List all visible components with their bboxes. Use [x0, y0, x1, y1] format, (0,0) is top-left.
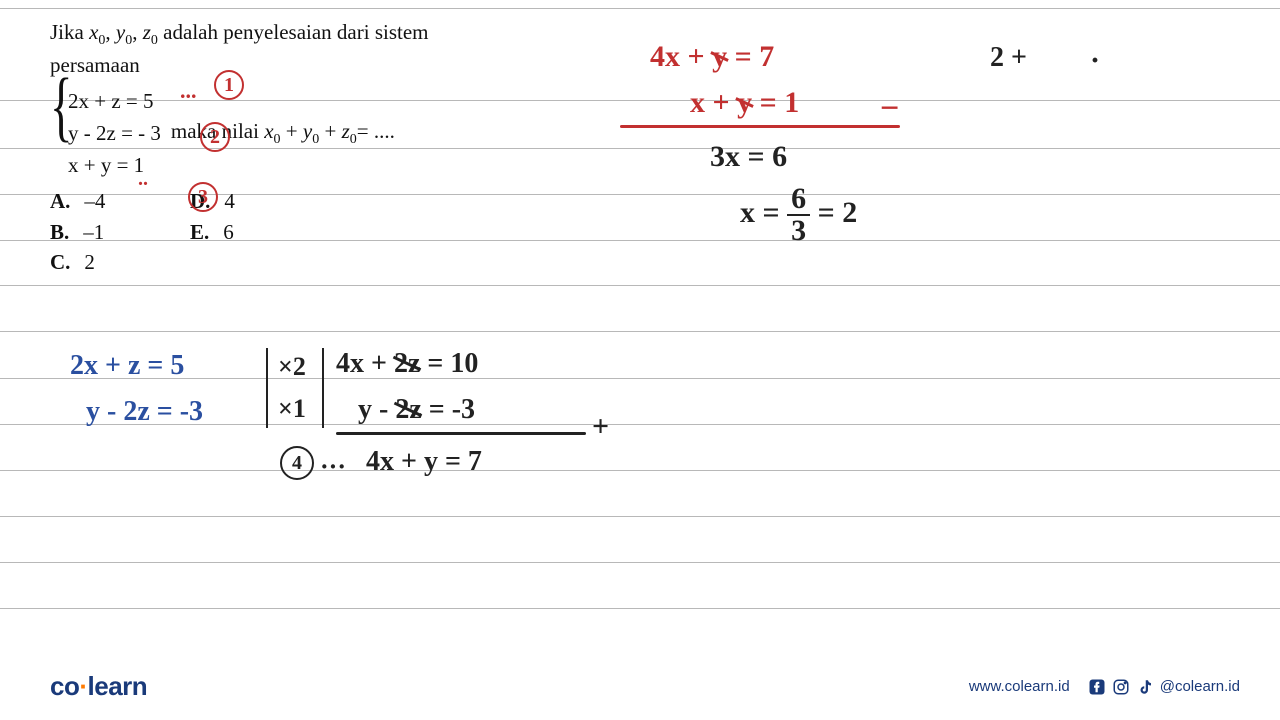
choice-c: C.2	[50, 248, 190, 276]
hw-eq: x + y = 1	[690, 86, 799, 120]
hw-eq: 4x + 2z = 10	[336, 348, 478, 380]
vbar	[266, 348, 268, 428]
hw-dot: ·	[1090, 44, 1100, 78]
var-y: y	[116, 20, 125, 44]
mult: ×2	[278, 352, 306, 382]
hw-eq: 3x = 6	[710, 140, 787, 174]
instagram-icon	[1112, 678, 1130, 696]
facebook-icon	[1088, 678, 1106, 696]
dots: ...	[180, 78, 197, 104]
circle-3: 3	[188, 182, 218, 212]
hw-eq: 4x + y = 7	[650, 40, 774, 74]
dots: ···	[320, 452, 346, 482]
eq-1: 2x + z = 5	[68, 85, 428, 117]
tiktok-icon	[1136, 678, 1154, 696]
mult: ×1	[278, 394, 306, 424]
social-handle: @colearn.id	[1160, 678, 1240, 695]
problem-text: Jika x0, y0, z0 adalah penyelesaian dari…	[50, 18, 428, 276]
t: adalah penyelesaian dari sistem	[158, 20, 429, 44]
circle-2: 2	[200, 122, 230, 152]
hw-eq: y - 2z = -3	[358, 394, 475, 426]
t: = ....	[357, 119, 395, 143]
var-x: x	[89, 20, 98, 44]
t: +	[319, 119, 341, 143]
hw-eq: 2x + z = 5	[70, 350, 184, 382]
minus-sign: −	[880, 90, 899, 128]
red-underline	[620, 125, 900, 128]
footer: co·learn www.colearn.id @colearn.id	[50, 671, 1240, 702]
var-z: z	[143, 20, 151, 44]
t: +	[281, 119, 303, 143]
plus-sign: +	[592, 410, 609, 444]
eq-3: x + y = 1	[68, 149, 428, 181]
choice-a: A.–4	[50, 187, 190, 215]
t: ,	[132, 20, 143, 44]
answer-choices: A.–4 D.4 B.–1 E.6 C.2	[50, 187, 428, 276]
footer-social: @colearn.id	[1088, 678, 1240, 696]
black-underline	[336, 432, 586, 435]
dots: ..	[138, 168, 148, 191]
brand-logo: co·learn	[50, 671, 147, 702]
eq-2: y - 2z = - 3	[68, 119, 161, 147]
t: ,	[105, 20, 116, 44]
circle-1: 1	[214, 70, 244, 100]
hw-eq: y - 2z = -3	[86, 396, 203, 428]
choice-b: B.–1	[50, 218, 190, 246]
hw-text: 2 +	[990, 42, 1027, 74]
vbar	[322, 348, 324, 428]
hw-eq: 4x + y = 7	[366, 446, 482, 478]
hw-eq: x = 63 = 2	[740, 184, 857, 246]
circle-4: 4	[280, 446, 314, 480]
footer-url: www.colearn.id	[969, 678, 1070, 695]
choice-e: E.6	[190, 218, 330, 246]
brace-icon: {	[50, 85, 72, 128]
t: Jika	[50, 20, 89, 44]
